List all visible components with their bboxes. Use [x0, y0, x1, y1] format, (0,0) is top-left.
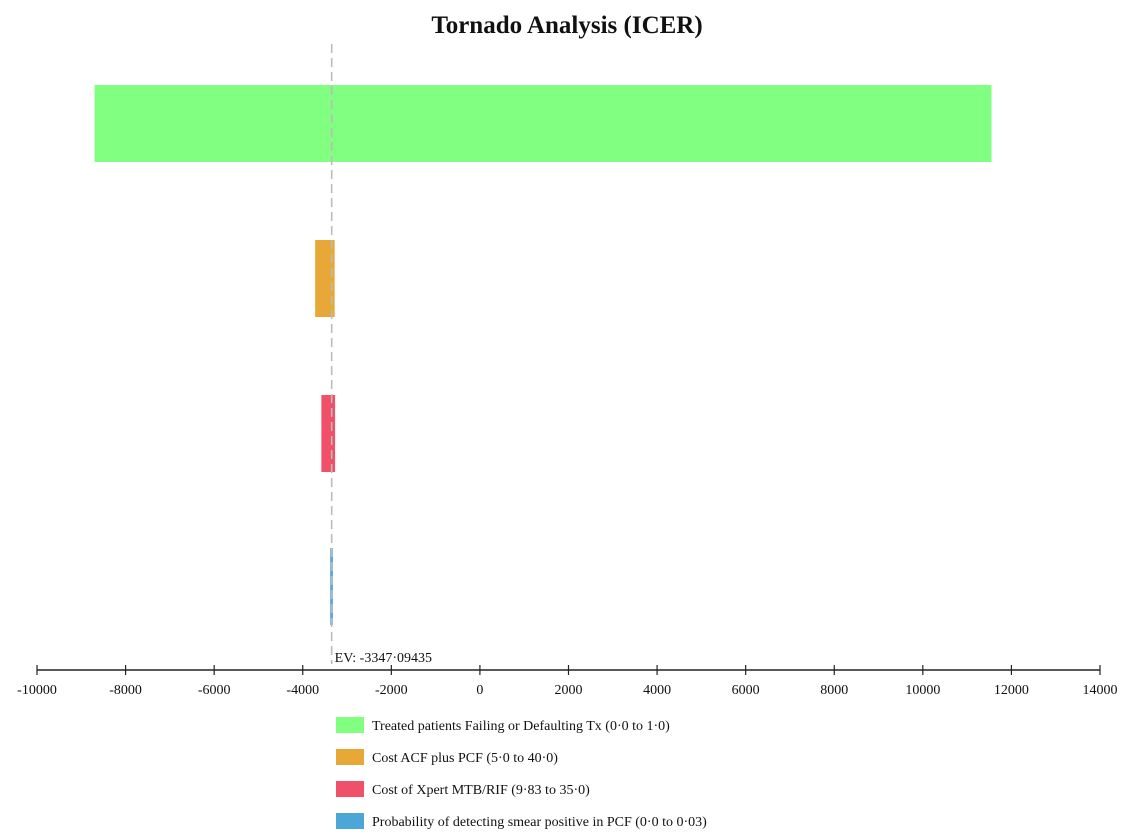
- legend-swatch-1: [336, 717, 364, 733]
- legend-label-2: Cost ACF plus PCF (5·0 to 40·0): [372, 751, 558, 766]
- x-tick-label: -10000: [17, 683, 57, 698]
- x-tick-label: -2000: [375, 683, 408, 698]
- x-tick-label: 14000: [1083, 683, 1118, 698]
- expected-value-label: EV: -3347·09435: [335, 651, 432, 666]
- x-tick-label: -6000: [198, 683, 231, 698]
- bar-4: [330, 548, 333, 625]
- legend-swatch-4: [336, 813, 364, 829]
- x-tick-label: 0: [476, 683, 483, 698]
- x-tick-label: 12000: [994, 683, 1029, 698]
- x-tick-label: 2000: [555, 683, 583, 698]
- bars-group: [94, 85, 992, 625]
- legend-swatch-2: [336, 749, 364, 765]
- chart-title: Tornado Analysis (ICER): [431, 12, 702, 39]
- legend-label-1: Treated patients Failing or Defaulting T…: [372, 719, 670, 734]
- x-axis: -10000 -8000 -6000 -4000 -2000 0 2000 4000 6000 8…: [17, 665, 1118, 698]
- bar-3: [321, 395, 336, 472]
- legend-label-4: Probability of detecting smear positive …: [372, 815, 707, 830]
- bar-1: [94, 85, 992, 162]
- x-tick-label: 4000: [643, 683, 671, 698]
- bar-2: [315, 240, 335, 317]
- x-tick-label: 6000: [732, 683, 760, 698]
- legend: Treated patients Failing or Defaulting T…: [336, 717, 707, 830]
- x-tick-label: -8000: [109, 683, 142, 698]
- legend-swatch-3: [336, 781, 364, 797]
- legend-label-3: Cost of Xpert MTB/RIF (9·83 to 35·0): [372, 783, 590, 798]
- x-tick-label: 8000: [820, 683, 848, 698]
- x-tick-label: 10000: [905, 683, 940, 698]
- x-tick-label: -4000: [286, 683, 319, 698]
